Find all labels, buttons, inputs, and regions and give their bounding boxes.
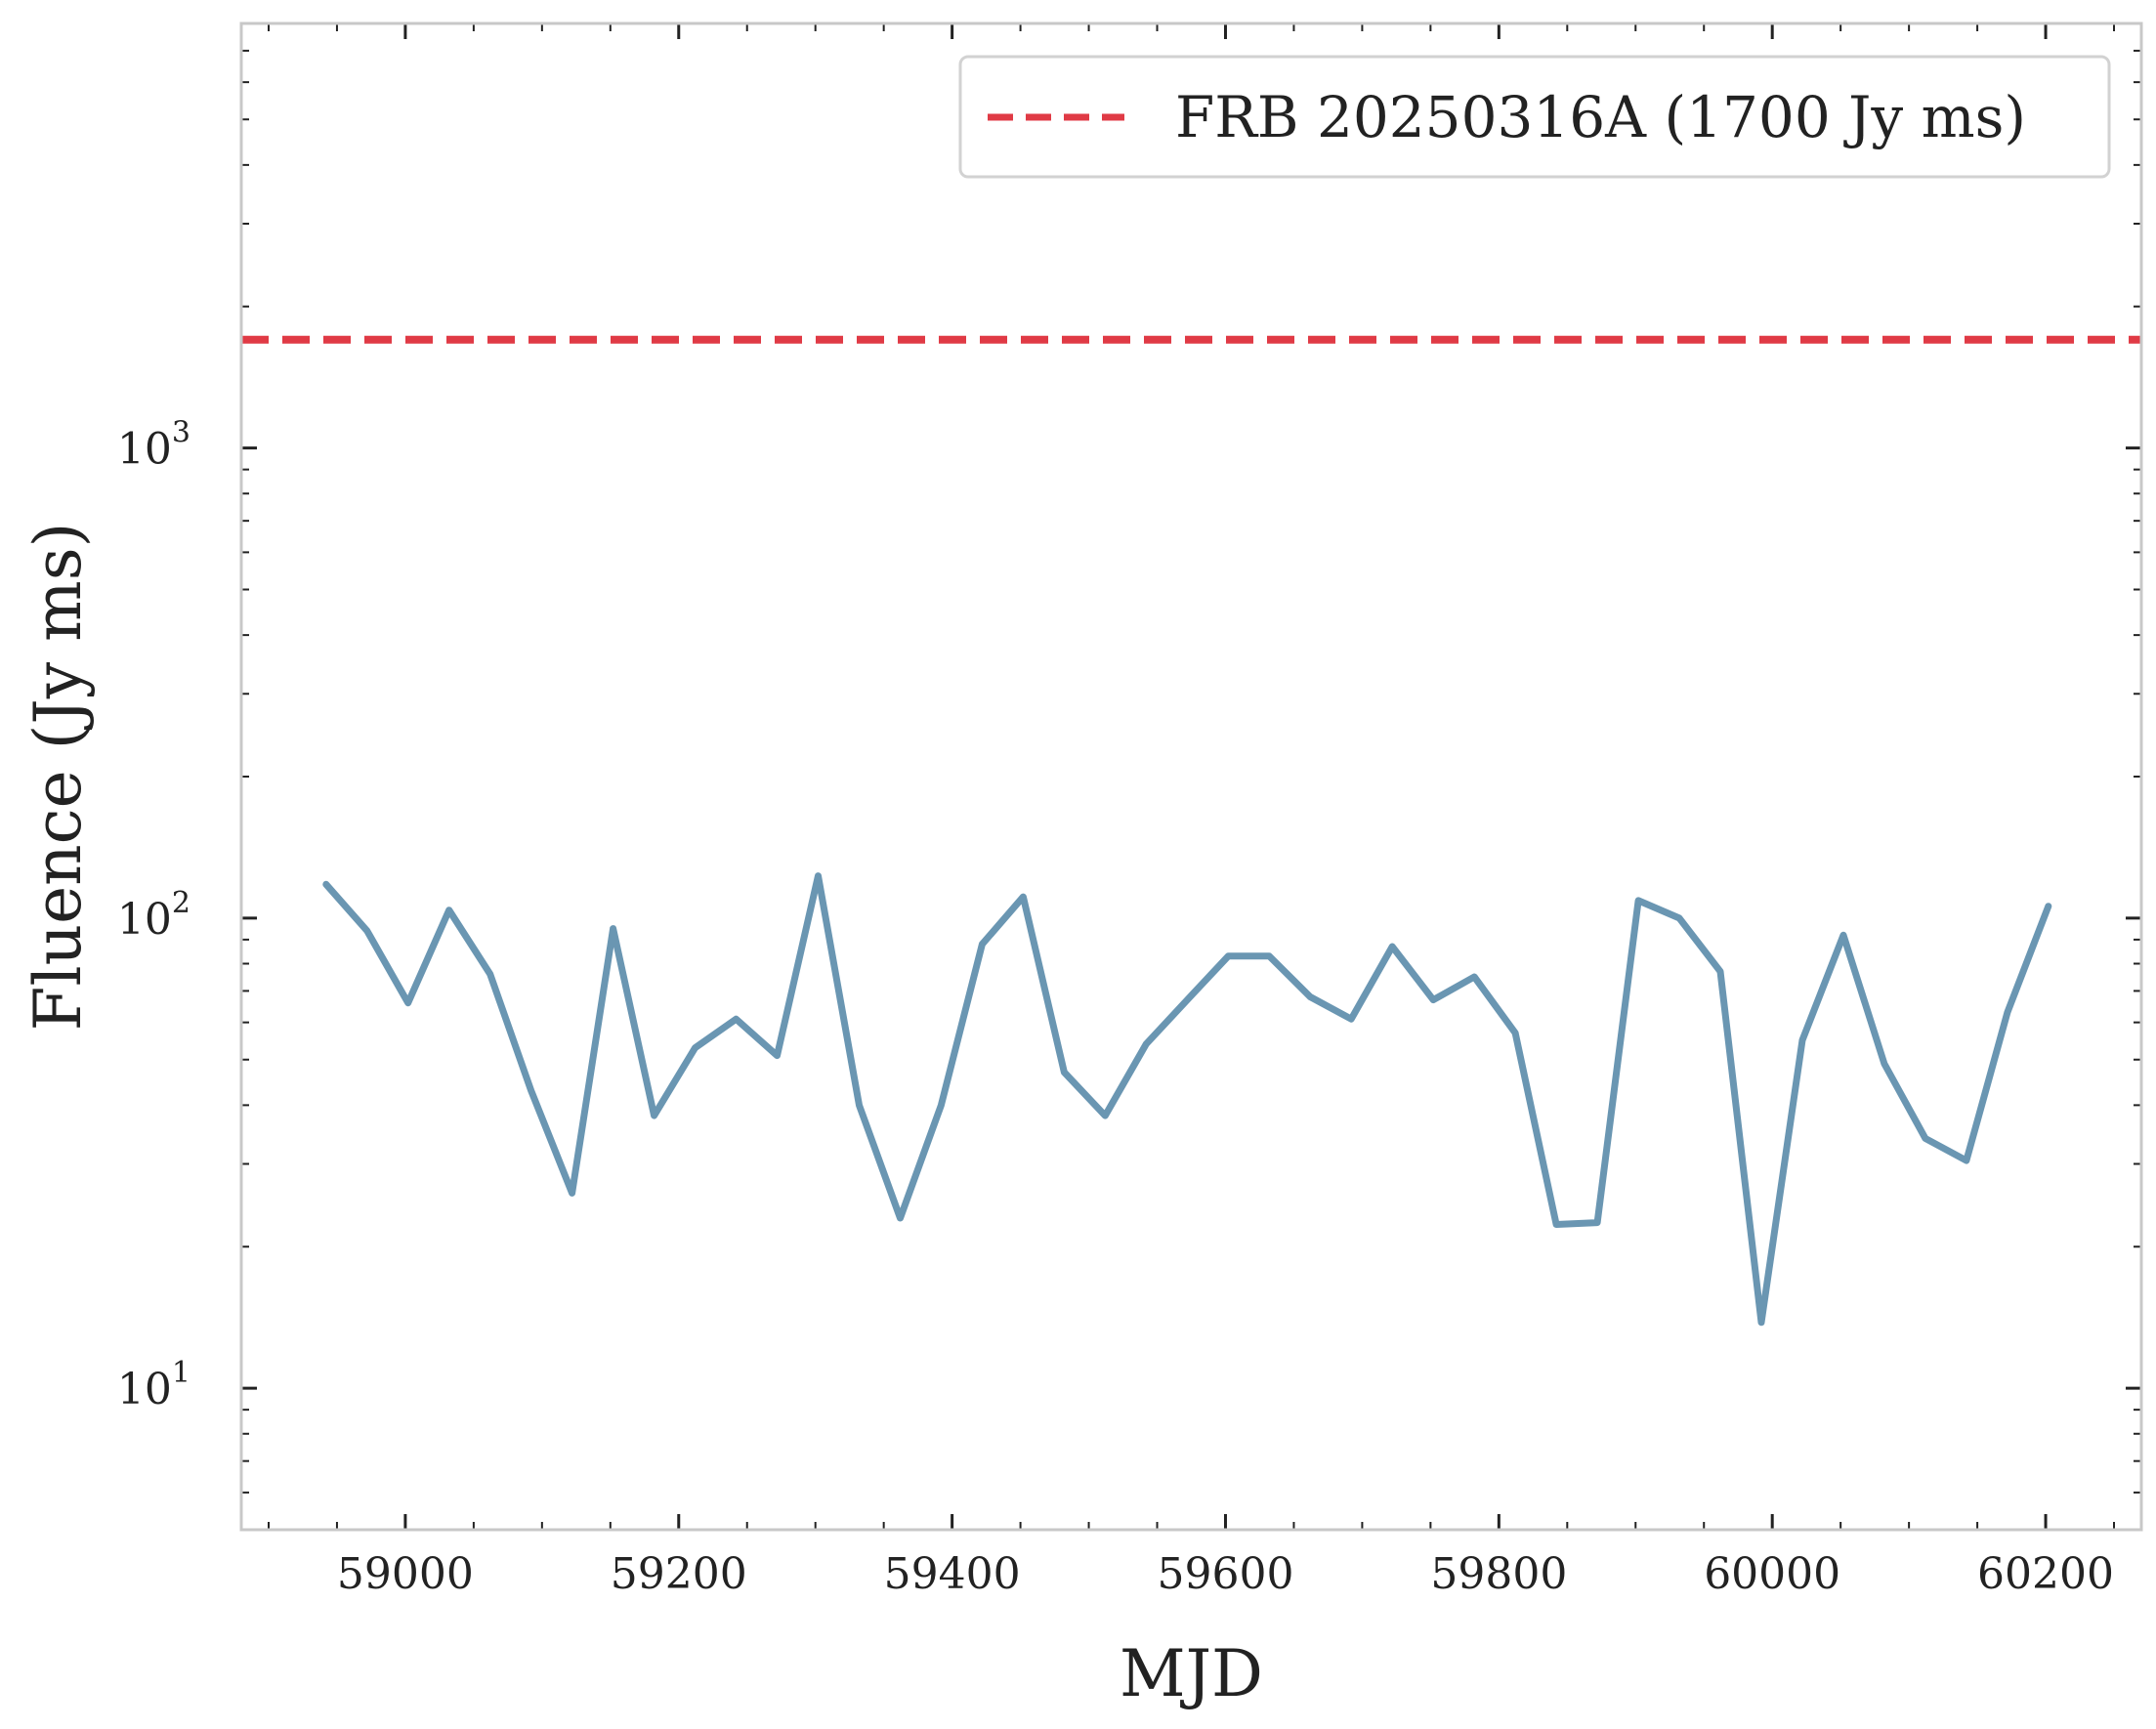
plot-frame: [239, 21, 2143, 1532]
x-tick-label: 59200: [611, 1549, 747, 1599]
y-tick-exponent: 3: [172, 416, 190, 450]
x-axis-title: MJD: [1120, 1636, 1263, 1711]
x-tick-label: 59400: [884, 1549, 1021, 1599]
fluence-series-line: [322, 872, 2052, 1327]
tick-labels-layer: 59000 59200 59400 59600 59800 60000 6020010110…: [117, 416, 2114, 1599]
x-tick-label: 60000: [1704, 1549, 1840, 1599]
legend: FRB 20250316A (1700 Jy ms): [958, 55, 2111, 179]
legend-box: [958, 55, 2111, 179]
x-tick-label: 59800: [1430, 1549, 1567, 1599]
y-axis-title: Fluence (Jy ms): [21, 523, 96, 1032]
x-tick-label: 59600: [1157, 1549, 1293, 1599]
series-layer: [241, 335, 2141, 1327]
legend-label-frb: FRB 20250316A (1700 Jy ms): [1175, 84, 2026, 150]
y-tick-exponent: 1: [172, 1356, 190, 1390]
x-tick-label: 59000: [337, 1549, 474, 1599]
y-tick-exponent: 2: [172, 886, 190, 920]
x-tick-label: 60200: [1977, 1549, 2114, 1599]
